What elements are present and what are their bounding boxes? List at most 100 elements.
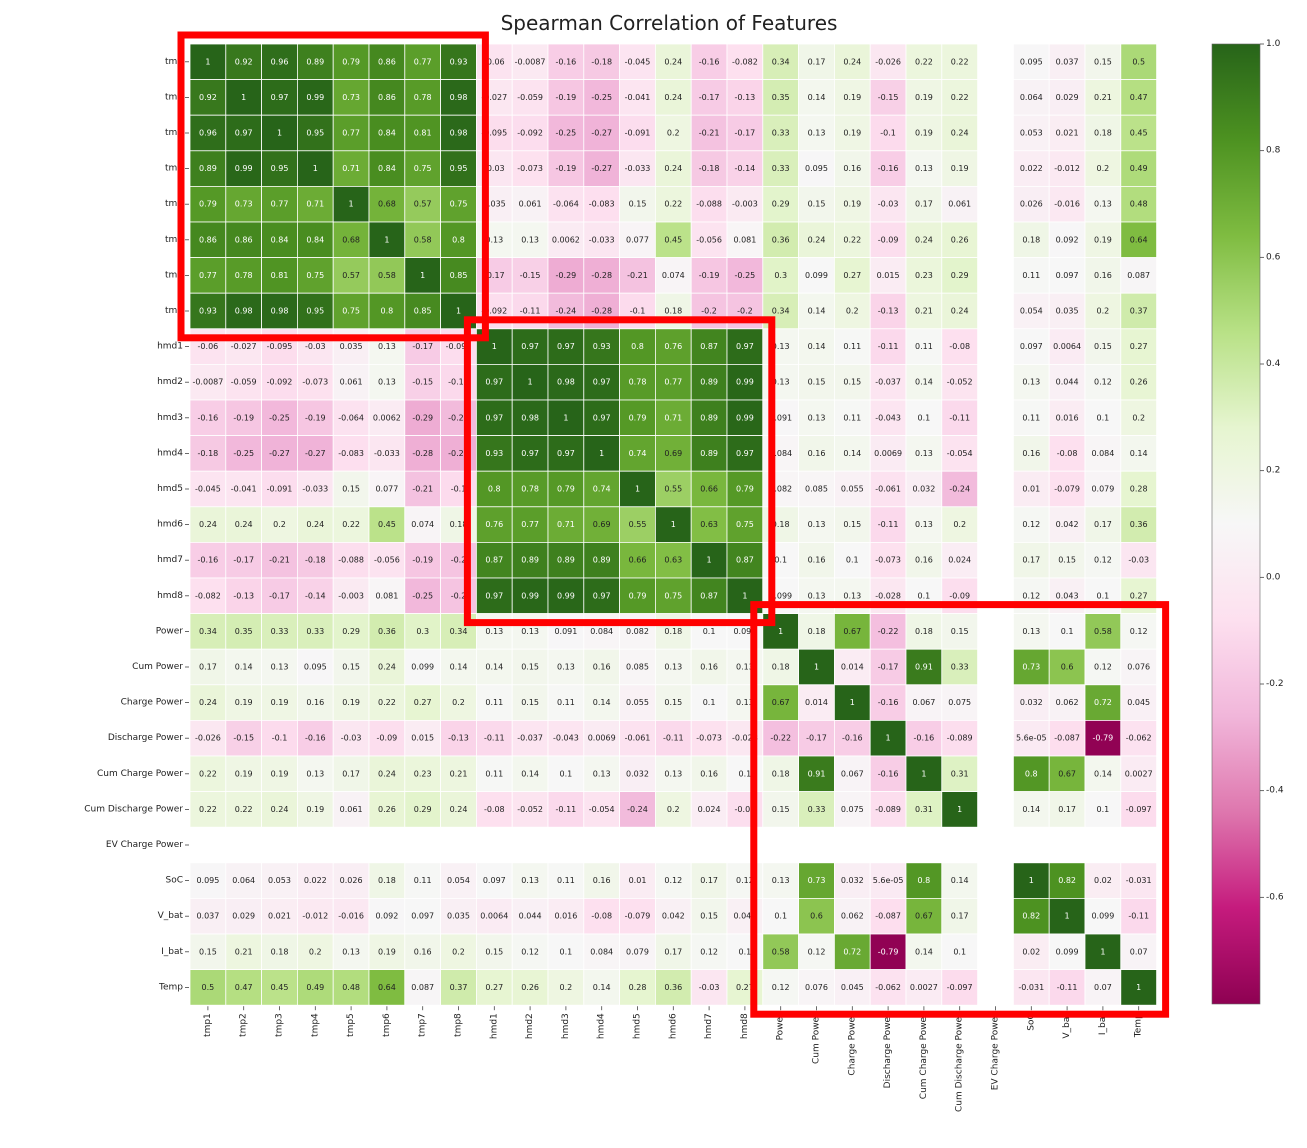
cell-value-3-0: 0.89 [199, 164, 217, 173]
cell-value-1-2: 0.97 [271, 93, 289, 102]
heatmap-cell-18-11 [583, 684, 620, 721]
heatmap-cell-23-23 [1013, 862, 1050, 899]
cell-value-9-24: 0.044 [1056, 378, 1079, 387]
cell-value-14-6: -0.19 [412, 556, 433, 565]
cell-value-24-2: 0.021 [268, 912, 291, 921]
cell-value-20-21: 0.31 [951, 769, 969, 778]
cell-value-18-12: 0.055 [626, 698, 649, 707]
cell-value-2-24: 0.021 [1056, 129, 1079, 138]
cell-value-26-4: 0.48 [342, 983, 360, 992]
cell-value-4-9: 0.061 [519, 200, 542, 209]
cell-value-24-3: -0.012 [302, 912, 328, 921]
cell-value-13-0: 0.24 [199, 520, 217, 529]
heatmap-cell-9-8 [475, 363, 513, 401]
cell-value-19-7: -0.13 [448, 734, 469, 743]
row-label-14: hmd7 [157, 555, 183, 565]
cell-value-13-19: -0.11 [878, 520, 899, 529]
row-label-22: EV Charge Power [106, 840, 183, 850]
cell-value-20-3: 0.13 [306, 769, 324, 778]
cell-value-0-13: 0.24 [664, 57, 682, 66]
heatmap-cell-12-18 [834, 470, 871, 508]
cell-value-4-4: 1 [349, 200, 354, 209]
cell-value-16-3: 0.33 [306, 627, 324, 636]
cell-value-0-17: 0.17 [808, 57, 826, 66]
heatmap-cell-25-0 [189, 933, 227, 970]
cell-value-10-15: 0.99 [736, 413, 754, 422]
cell-value-19-18: -0.16 [842, 734, 863, 743]
heatmap-cell-16-26 [1120, 613, 1158, 650]
cell-value-26-9: 0.26 [521, 983, 539, 992]
heatmap-cell-1-26 [1120, 79, 1158, 116]
heatmap-cell-2-24 [1048, 114, 1086, 152]
cell-value-13-5: 0.45 [378, 520, 396, 529]
heatmap-cell-0-26 [1120, 43, 1158, 80]
cell-value-17-13: 0.13 [664, 663, 682, 672]
heatmap-cell-5-26 [1120, 221, 1158, 258]
cell-value-17-9: 0.15 [521, 663, 539, 672]
highlight-box-0 [177, 31, 489, 342]
cell-value-1-13: 0.24 [664, 93, 682, 102]
cell-value-21-13: 0.2 [667, 805, 680, 814]
cell-value-18-23: 0.032 [1020, 698, 1043, 707]
heatmap-cell-18-13 [655, 684, 692, 721]
cell-value-10-8: 0.97 [485, 413, 503, 422]
cell-value-4-0: 0.79 [199, 200, 217, 209]
heatmap-cell-5-5 [368, 221, 406, 258]
heatmap-cell-17-21 [941, 648, 978, 686]
colorbar: 1.0 0.8 0.6 0.4 0.2 0.0 -0.2 -0.4 -0.6 [1211, 39, 1284, 1005]
cell-value-0-5: 0.86 [378, 57, 396, 66]
cell-value-24-20: 0.67 [915, 912, 933, 921]
cell-value-26-6: 0.087 [411, 983, 434, 992]
cell-value-25-20: 0.14 [915, 947, 933, 956]
heatmap-cell-26-24 [1048, 969, 1086, 1006]
heatmap-cell-12-21 [941, 470, 978, 508]
cell-value-21-6: 0.29 [414, 805, 432, 814]
cell-value-15-23: 0.12 [1022, 591, 1040, 600]
cell-value-20-20: 1 [921, 769, 926, 778]
cell-value-25-18: 0.72 [843, 947, 861, 956]
cell-value-21-3: 0.19 [306, 805, 324, 814]
heatmap-cell-13-18 [834, 506, 871, 543]
heatmap-cell-17-17 [798, 648, 835, 686]
row-label-15: hmd8 [157, 591, 183, 601]
cell-value-18-17: 0.014 [805, 698, 828, 707]
cell-value-1-8: -0.027 [481, 93, 507, 102]
cell-value-20-5: 0.24 [378, 769, 396, 778]
cell-value-20-24: 0.67 [1058, 769, 1076, 778]
cell-value-10-14: 0.89 [700, 413, 718, 422]
heatmap-cell-4-24 [1048, 185, 1086, 223]
cell-value-2-12: -0.091 [625, 129, 651, 138]
heatmap-cell-19-24 [1048, 720, 1086, 757]
cell-value-19-10: -0.043 [553, 734, 579, 743]
cell-value-13-24: 0.042 [1056, 520, 1079, 529]
heatmap-cell-5-7 [440, 221, 477, 258]
cell-value-0-6: 0.77 [414, 57, 432, 66]
cell-value-23-3: 0.022 [304, 876, 327, 885]
cell-value-15-18: 0.13 [843, 591, 861, 600]
cell-value-2-5: 0.84 [378, 129, 396, 138]
row-label-1: tmp [165, 92, 183, 102]
heatmap-cell-25-10 [547, 933, 585, 970]
cell-value-4-20: 0.17 [915, 200, 933, 209]
cell-value-24-17: 0.6 [810, 912, 823, 921]
cell-value-2-21: 0.24 [951, 129, 969, 138]
heatmap-cell-24-17 [798, 898, 835, 935]
heatmap-cell-4-20 [905, 185, 943, 223]
cell-value-3-7: 0.95 [450, 164, 468, 173]
cell-value-6-26: 0.087 [1127, 271, 1150, 280]
cell-value-8-21: -0.08 [949, 342, 970, 351]
cell-value-12-11: 0.74 [593, 485, 611, 494]
col-label-3: tmp4 [310, 1013, 320, 1037]
heatmap-cell-3-13 [655, 150, 692, 187]
cell-value-3-12: -0.033 [625, 164, 651, 173]
heatmap-cell-1-5 [368, 79, 406, 116]
cell-value-11-19: 0.0069 [874, 449, 902, 458]
heatmap-cell-10-20 [905, 399, 943, 436]
heatmap-cell-26-21 [941, 969, 978, 1006]
cell-value-15-0: -0.082 [195, 591, 221, 600]
cell-value-5-4: 0.68 [342, 235, 360, 244]
cell-value-0-23: 0.095 [1020, 57, 1043, 66]
heatmap-cell-23-0 [189, 862, 227, 899]
heatmap-cell-9-2 [261, 363, 298, 401]
cell-value-9-4: 0.061 [340, 378, 363, 387]
